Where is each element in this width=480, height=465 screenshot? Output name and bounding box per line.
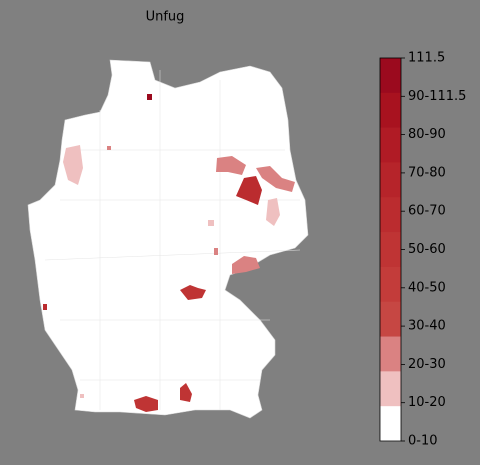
district xyxy=(180,285,206,300)
district xyxy=(80,394,84,398)
colorbar-label: 0-10 xyxy=(408,434,438,449)
district xyxy=(63,145,83,185)
colorbar-segment xyxy=(380,58,401,94)
colorbar-segment xyxy=(380,266,401,303)
country-outline xyxy=(27,59,309,419)
district xyxy=(266,198,280,226)
district xyxy=(43,304,47,310)
district xyxy=(134,396,158,412)
colorbar-segment xyxy=(380,232,401,268)
colorbar-label: 111.5 xyxy=(408,51,445,66)
colorbar-segment xyxy=(380,301,401,337)
colorbar-label: 70-80 xyxy=(408,165,446,180)
district xyxy=(180,383,192,402)
district xyxy=(214,248,218,255)
colorbar-segment xyxy=(380,92,401,128)
district xyxy=(232,256,260,274)
district xyxy=(256,166,295,192)
colorbar-segment xyxy=(380,371,401,407)
colorbar-segment xyxy=(380,127,401,163)
map-title: Unfug xyxy=(146,10,185,25)
colorbar-label: 50-60 xyxy=(408,242,446,257)
district xyxy=(236,176,262,205)
colorbar-label: 80-90 xyxy=(408,127,446,142)
colorbar-segment xyxy=(380,336,401,372)
colorbar-label: 60-70 xyxy=(408,204,446,219)
colorbar-label: 90-111.5 xyxy=(408,89,466,104)
colorbar-segment xyxy=(380,197,401,233)
colorbar-label: 30-40 xyxy=(408,319,446,334)
colorbar: 111.5 90-111.5 80-90 70-80 60-70 50-60 40-50 30… xyxy=(379,51,466,449)
colorbar-segment xyxy=(380,162,401,198)
colorbar-segment xyxy=(380,406,401,442)
district xyxy=(216,156,246,175)
colorbar-label: 10-20 xyxy=(408,395,446,410)
district xyxy=(147,94,152,100)
district xyxy=(208,220,214,226)
district-borders xyxy=(44,70,301,410)
district xyxy=(107,146,111,150)
germany-map xyxy=(27,59,309,419)
colorbar-label: 40-50 xyxy=(408,280,446,295)
colorbar-label: 20-30 xyxy=(408,357,446,372)
